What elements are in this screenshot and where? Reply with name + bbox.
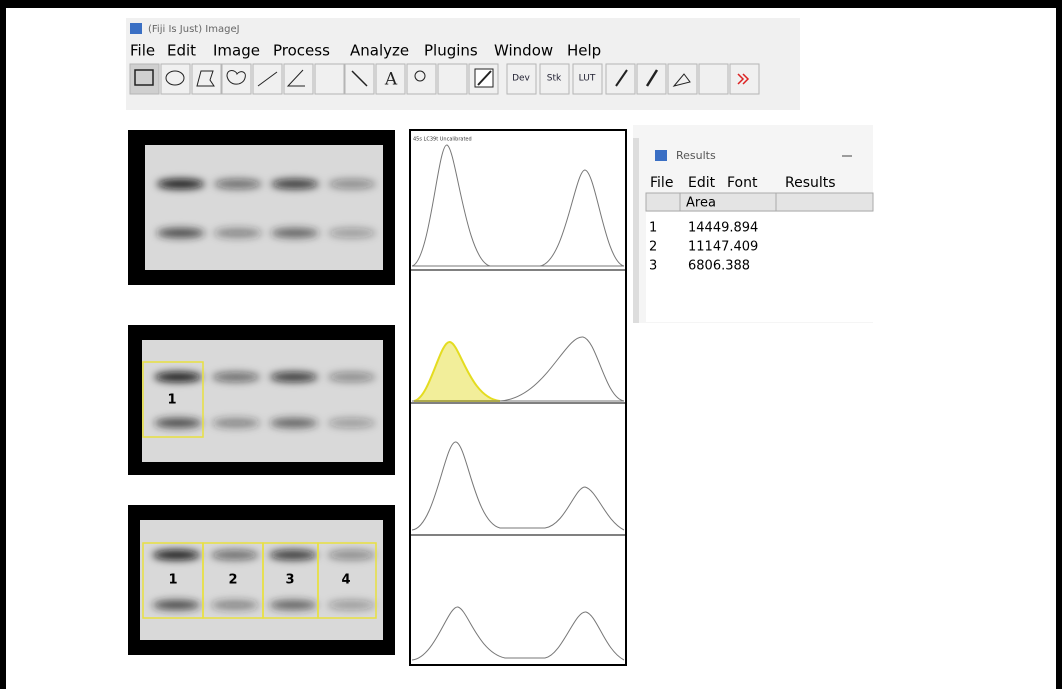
blot [142,340,383,462]
table-body [646,212,873,322]
band [328,418,376,428]
band [212,372,260,382]
band [152,550,200,560]
band [328,179,376,189]
tool-label: A [384,70,398,90]
band [214,228,262,238]
menu-item[interactable]: File [650,175,673,191]
window-title: (Fiji Is Just) ImageJ [148,24,240,35]
band [157,179,205,189]
tool-label: Stk [547,74,562,84]
tool-button[interactable] [668,64,697,94]
app-icon [655,150,667,161]
band [269,600,317,610]
tool-button[interactable] [730,64,759,94]
menu-item[interactable]: Results [785,175,836,191]
band [271,179,319,189]
tool-button[interactable] [161,64,190,94]
area-value: 11147.409 [688,240,758,255]
band [154,372,202,382]
column-header: Area [686,196,716,211]
lane-label: 2 [228,573,237,588]
tool-button[interactable] [438,64,467,94]
menu-item[interactable]: Font [727,175,758,191]
band [327,550,375,560]
band [157,228,205,238]
results-title: Results [676,149,716,162]
band [211,550,259,560]
band [270,418,318,428]
menu-item[interactable]: Image [213,42,260,60]
blot-images: 1 1 2 3 4 [128,130,395,655]
menu-item[interactable]: Edit [167,42,196,60]
band [154,418,202,428]
tool-button[interactable] [315,64,344,94]
imagej-window: (Fiji Is Just) ImageJ File Edit Image Proce… [126,18,800,110]
tool-button[interactable] [192,64,221,94]
menu-item[interactable]: File [130,42,155,60]
tool-label: Dev [512,74,530,84]
band [328,228,376,238]
app-icon [130,23,142,34]
band [271,228,319,238]
blot [145,145,383,270]
band [152,600,200,610]
band [211,600,259,610]
row-index: 3 [649,259,657,274]
scrollbar [633,138,639,323]
band [270,372,318,382]
menu-item[interactable]: Help [567,42,601,60]
results-window: Results File Edit Font Results Area 1 14449.… [633,125,873,323]
menu-item[interactable]: Process [273,42,330,60]
screenshot: (Fiji Is Just) ImageJ File Edit Image Proce… [0,0,1062,689]
area-value: 14449.894 [688,221,758,236]
lane-label: 1 [168,573,177,588]
tool-button[interactable] [284,64,313,94]
plot-caption: 45s LC39t Uncalibrated [413,137,472,143]
row-index: 1 [649,221,657,236]
menu-item[interactable]: Plugins [424,42,478,60]
lane-label: 1 [167,393,176,408]
lane-label: 3 [285,573,294,588]
tool-button[interactable] [222,64,251,94]
menu-item[interactable]: Analyze [350,42,409,60]
band [214,179,262,189]
tool-button[interactable] [699,64,728,94]
band [269,550,317,560]
band [328,372,376,382]
band [327,600,375,610]
menu-item[interactable]: Window [494,42,553,60]
menu-item[interactable]: Edit [688,175,716,191]
area-value: 6806.388 [688,259,750,274]
tool-label: LUT [579,74,596,84]
tool-button[interactable] [407,64,436,94]
row-index: 2 [649,240,657,255]
profile-plot: 45s LC39t Uncalibrated [410,130,626,665]
lane-label: 4 [341,573,350,588]
band [212,418,260,428]
